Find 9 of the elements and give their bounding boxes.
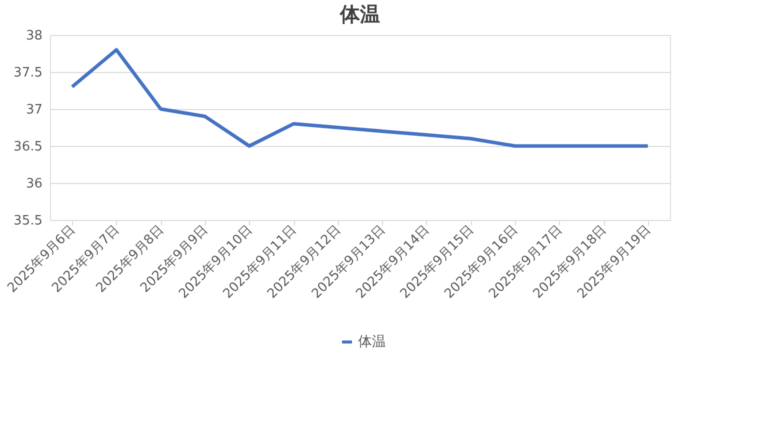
y-tick-label: 35.5 bbox=[14, 214, 42, 228]
y-tick-label: 37.5 bbox=[14, 66, 42, 80]
chart-title: 体温 bbox=[339, 2, 380, 26]
y-tick-label: 38 bbox=[26, 28, 42, 44]
y-tick-label: 36 bbox=[26, 176, 42, 192]
line-series bbox=[70, 48, 650, 148]
y-tick-label: 36.5 bbox=[14, 140, 42, 154]
legend-label: 体温 bbox=[358, 334, 386, 350]
y-tick-label: 37 bbox=[26, 102, 42, 118]
